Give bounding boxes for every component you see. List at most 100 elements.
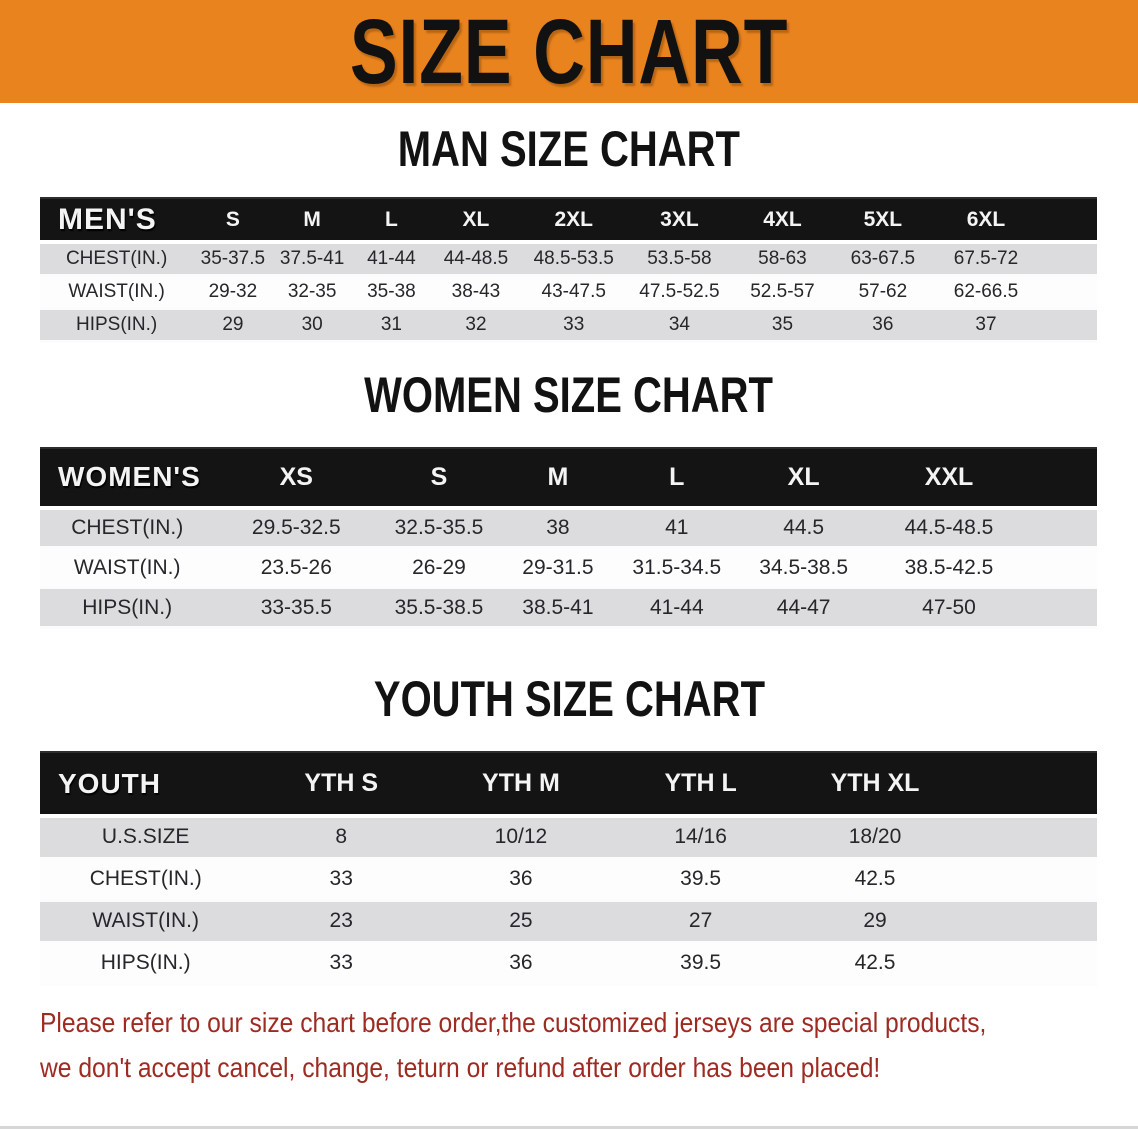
row-label: WAIST(IN.) <box>92 909 199 932</box>
column-header: S <box>193 197 273 243</box>
size-value: 44-47 <box>776 595 831 619</box>
column-header: L <box>351 197 432 243</box>
row-label: HIPS(IN.) <box>100 951 191 974</box>
size-value: 47.5-52.5 <box>639 280 720 302</box>
row-label: U.S.SIZE <box>101 825 190 849</box>
size-table: MEN'S S M L XL 2XL 3XL 4XL 5XL 6XL CHEST(IN.) 35-3… <box>40 197 1097 343</box>
size-value: 35-38 <box>367 280 416 302</box>
section-heading-text: MAN SIZE CHART <box>397 121 741 177</box>
size-table-header: MEN'S S M L XL 2XL 3XL 4XL 5XL 6XL <box>40 197 1097 243</box>
charts-main: MAN SIZE CHART MEN'S S M L XL 2XL 3XL 4XL 5XL 6XL… <box>0 123 1138 986</box>
table-row: WAIST(IN.) 29-32 32-35 35-38 38-43 43-47.5 47.… <box>40 275 1097 308</box>
size-value: 38.5-42.5 <box>904 555 994 579</box>
column-header: 5XL <box>832 197 934 243</box>
section-heading-text: YOUTH SIZE CHART <box>373 671 765 727</box>
column-header: YTH XL <box>790 751 1097 817</box>
row-label: CHEST(IN.) <box>65 247 168 269</box>
header-row: YOUTH YTH S YTH M YTH L YTH XL <box>40 751 1097 817</box>
size-value: 29.5-32.5 <box>251 515 341 539</box>
size-value: 33 <box>329 951 353 974</box>
size-table-body: CHEST(IN.) 29.5-32.5 32.5-35.5 38 41 44.5 44.5… <box>40 507 1097 628</box>
bottom-edge-line <box>0 1126 1138 1129</box>
size-value: 41-44 <box>367 247 416 269</box>
column-header: YTH L <box>610 751 791 817</box>
size-table-header: YOUTH YTH S YTH M YTH L YTH XL <box>40 751 1097 817</box>
column-header: XL <box>737 446 870 509</box>
size-value: 62-66.5 <box>953 280 1019 302</box>
size-value: 37.5-41 <box>279 247 345 269</box>
disclaimer-line-2: we don't accept cancel, change, teturn o… <box>40 1051 881 1083</box>
header-row: MEN'S S M L XL 2XL 3XL 4XL 5XL 6XL <box>40 197 1097 243</box>
section-women: WOMEN SIZE CHART WOMEN'S XS S M L XL XXL CHEST… <box>0 369 1138 630</box>
size-value: 38-43 <box>451 280 501 302</box>
size-value: 23.5-26 <box>260 555 332 579</box>
size-value: 29-31.5 <box>522 555 594 579</box>
column-header: XS <box>214 446 379 509</box>
table-row: WAIST(IN.) 23.5-26 26-29 29-31.5 31.5-34.5 34… <box>40 547 1097 588</box>
row-label: WAIST(IN.) <box>68 280 165 302</box>
disclaimer: Please refer to our size chart before or… <box>40 1000 1138 1090</box>
size-value: 8 <box>335 825 348 849</box>
column-header: M <box>499 446 617 509</box>
size-table: YOUTH YTH S YTH M YTH L YTH XL U.S.SIZE 8 10/1… <box>40 751 1097 986</box>
table-row: U.S.SIZE 8 10/12 14/16 18/20 <box>40 816 1097 858</box>
size-value: 52.5-57 <box>750 280 815 302</box>
size-value: 38 <box>546 515 570 539</box>
column-header: XL <box>431 197 521 243</box>
size-value: 36 <box>872 313 894 335</box>
size-value: 31.5-34.5 <box>632 555 722 579</box>
size-value: 34.5-38.5 <box>759 555 849 579</box>
size-value: 36 <box>509 951 533 974</box>
section-heading: YOUTH SIZE CHART <box>0 673 1138 725</box>
size-value: 47-50 <box>922 595 976 619</box>
size-value: 35-37.5 <box>200 247 266 269</box>
section-heading: WOMEN SIZE CHART <box>0 369 1138 421</box>
size-value: 32.5-35.5 <box>394 515 484 539</box>
size-value: 67.5-72 <box>953 247 1019 269</box>
row-label: WAIST(IN.) <box>73 555 181 579</box>
size-value: 25 <box>509 909 533 932</box>
size-value: 57-62 <box>858 280 908 302</box>
table-row: CHEST(IN.) 33 36 39.5 42.5 <box>40 858 1097 900</box>
table-title-men: MEN'S <box>40 197 194 243</box>
section-men: MAN SIZE CHART MEN'S S M L XL 2XL 3XL 4XL 5XL 6XL… <box>0 123 1138 343</box>
size-chart-banner: SIZE CHART <box>0 0 1138 103</box>
size-value: 39.5 <box>680 951 722 974</box>
section-youth: YOUTH SIZE CHART YOUTH YTH S YTH M YTH L YTH… <box>0 673 1138 986</box>
row-label: CHEST(IN.) <box>71 515 184 539</box>
size-value: 23 <box>329 909 353 932</box>
size-value: 32-35 <box>287 280 337 302</box>
size-value: 42.5 <box>854 867 896 890</box>
table-row: CHEST(IN.) 29.5-32.5 32.5-35.5 38 41 44.5 44.5… <box>40 507 1097 548</box>
table-row: HIPS(IN.) 33 36 39.5 42.5 <box>40 942 1097 984</box>
size-value: 48.5-53.5 <box>533 247 614 269</box>
size-value: 42.5 <box>854 951 896 974</box>
size-value: 29-32 <box>208 280 258 302</box>
size-value: 39.5 <box>680 867 722 890</box>
column-header: S <box>378 446 500 509</box>
size-table: WOMEN'S XS S M L XL XXL CHEST(IN.) 29.5-32.5 32.… <box>40 446 1097 630</box>
size-table-body: CHEST(IN.) 35-37.5 37.5-41 41-44 44-48.5 48.5… <box>40 242 1097 341</box>
size-value: 33 <box>329 867 353 890</box>
size-table-header: WOMEN'S XS S M L XL XXL <box>40 446 1097 509</box>
column-header: 6XL <box>933 197 1097 243</box>
size-value: 36 <box>509 867 533 890</box>
size-value: 53.5-58 <box>647 247 712 269</box>
section-heading: MAN SIZE CHART <box>0 123 1138 175</box>
size-value: 35 <box>771 313 794 335</box>
column-header: 4XL <box>732 197 833 243</box>
size-value: 44-48.5 <box>443 247 509 269</box>
size-value: 29 <box>863 909 887 932</box>
size-value: 32 <box>465 313 487 335</box>
size-value: 63-67.5 <box>850 247 916 269</box>
column-header: YTH M <box>431 751 611 817</box>
size-value: 44.5-48.5 <box>904 515 994 539</box>
table-row: HIPS(IN.) 33-35.5 35.5-38.5 38.5-41 41-44 44-… <box>40 587 1097 628</box>
banner-title: SIZE CHART <box>349 0 789 103</box>
column-header: L <box>616 446 738 509</box>
table-row: CHEST(IN.) 35-37.5 37.5-41 41-44 44-48.5 48.5… <box>40 242 1097 275</box>
size-value: 14/16 <box>674 825 727 849</box>
size-table-body: U.S.SIZE 8 10/12 14/16 18/20 CHEST(IN.) 33 36 39… <box>40 816 1097 984</box>
size-value: 29 <box>222 313 244 335</box>
table-title-youth: YOUTH <box>40 751 252 817</box>
